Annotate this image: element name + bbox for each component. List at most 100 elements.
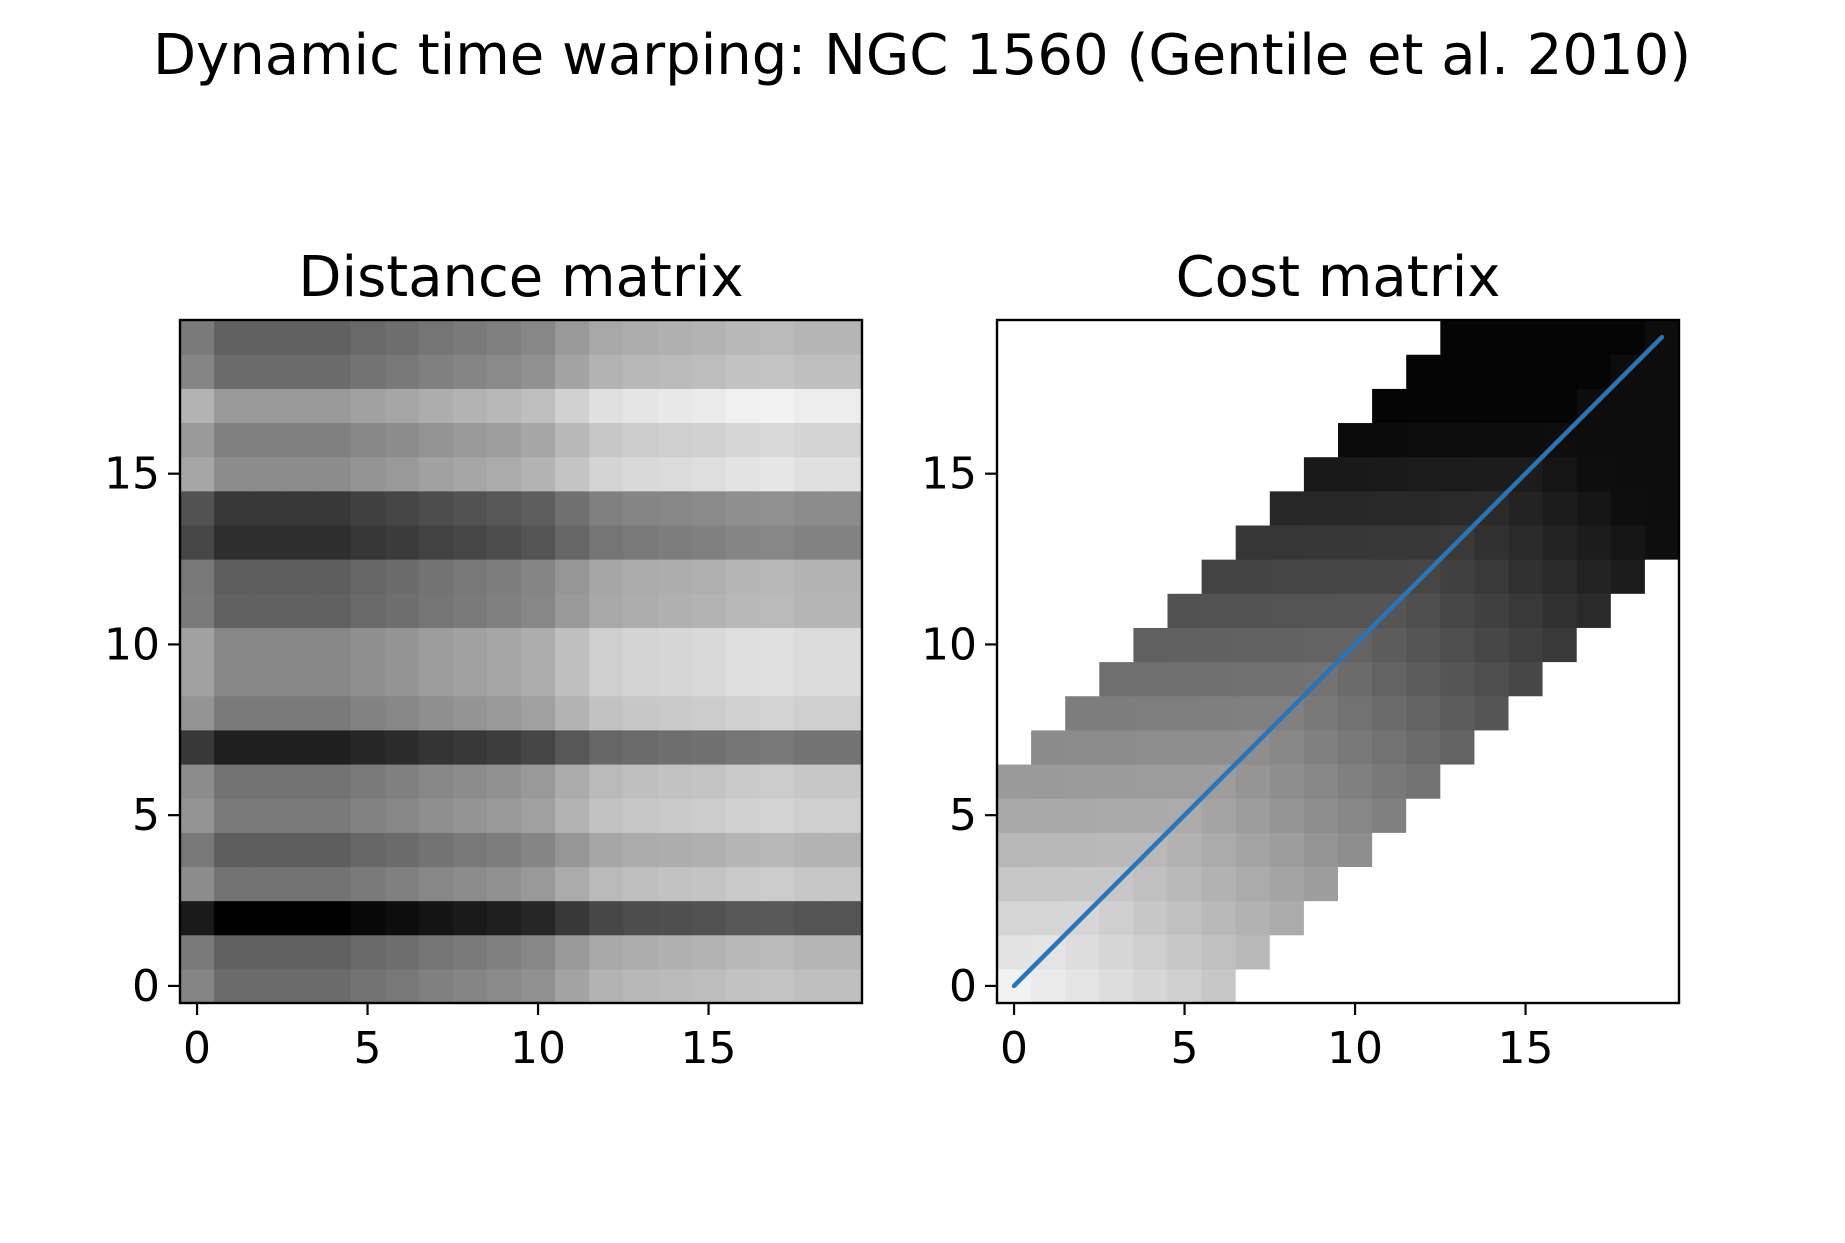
distance-cell-r3-c14: [657, 866, 693, 902]
distance-cell-r16-c15: [691, 422, 727, 458]
cost-cell-r5-c3: [1099, 798, 1134, 833]
cost-cell-r10-c11: [1372, 627, 1407, 663]
distance-cell-r19-c6: [384, 320, 420, 355]
x-tick-label: 5: [354, 1023, 382, 1074]
distance-matrix-panel: Distance matrix 0 5 10 15 0 5 10 15: [104, 245, 864, 1074]
distance-cell-r0-c15: [691, 968, 727, 1004]
distance-cell-r17-c16: [725, 388, 761, 424]
distance-cell-r14-c15: [691, 490, 727, 526]
distance-cell-r2-c15: [691, 900, 727, 936]
distance-cell-r10-c15: [691, 627, 727, 663]
distance-cell-r2-c0: [180, 900, 215, 936]
distance-cell-r15-c4: [316, 456, 352, 492]
cost-cell-r2-c8: [1269, 900, 1305, 936]
distance-cell-r17-c6: [384, 388, 420, 424]
distance-cell-r17-c5: [350, 388, 386, 424]
x-tick-label: 5: [1171, 1023, 1199, 1074]
distance-cell-r12-c4: [316, 559, 352, 594]
distance-cell-r9-c14: [657, 661, 693, 697]
cost-cell-r3-c0: [997, 866, 1032, 902]
cost-cell-r9-c8: [1269, 661, 1305, 697]
distance-cell-r0-c12: [589, 968, 624, 1004]
distance-cell-r5-c19: [827, 798, 863, 833]
distance-cell-r19-c5: [350, 320, 386, 355]
distance-cell-r11-c5: [350, 593, 386, 628]
cost-cell-r12-c16: [1542, 559, 1578, 594]
cost-cell-r7-c18: [1610, 729, 1646, 765]
distance-cell-r9-c3: [282, 661, 317, 697]
distance-cell-r12-c12: [589, 559, 624, 594]
distance-cell-r18-c17: [759, 354, 795, 389]
distance-cell-r10-c19: [827, 627, 863, 663]
cost-cell-r16-c4: [1133, 422, 1169, 458]
cost-cell-r7-c6: [1201, 729, 1237, 765]
cost-cell-r17-c19: [1644, 388, 1680, 424]
cost-cell-r9-c11: [1372, 661, 1407, 697]
distance-cell-r7-c17: [759, 729, 795, 765]
distance-cell-r5-c12: [589, 798, 624, 833]
distance-matrix-frame: [178, 318, 864, 1005]
distance-cell-r8-c14: [657, 695, 693, 731]
cost-cell-r9-c2: [1065, 661, 1100, 697]
distance-cell-r12-c7: [418, 559, 454, 594]
cost-cell-r10-c18: [1610, 627, 1646, 663]
cost-cell-r13-c6: [1201, 524, 1237, 560]
distance-cell-r19-c9: [486, 320, 522, 355]
cost-cell-r11-c6: [1201, 593, 1237, 628]
distance-cell-r4-c8: [452, 832, 488, 867]
distance-cell-r9-c6: [384, 661, 420, 697]
distance-cell-r0-c19: [827, 968, 863, 1004]
cost-cell-r13-c5: [1167, 524, 1203, 560]
cost-cell-r7-c15: [1508, 729, 1544, 765]
distance-cell-r16-c19: [827, 422, 863, 458]
cost-cell-r13-c16: [1542, 524, 1578, 560]
cost-cell-r12-c14: [1474, 559, 1510, 594]
cost-cell-r18-c3: [1099, 354, 1134, 389]
distance-cell-r12-c11: [555, 559, 590, 594]
cost-cell-r2-c15: [1508, 900, 1544, 936]
cost-cell-r3-c5: [1167, 866, 1203, 902]
distance-cell-r8-c13: [623, 695, 658, 731]
distance-cell-r13-c14: [657, 524, 693, 560]
distance-cell-r11-c3: [282, 593, 317, 628]
cost-cell-r14-c16: [1542, 490, 1578, 526]
distance-cell-r4-c14: [657, 832, 693, 867]
distance-cell-r10-c18: [793, 627, 829, 663]
cost-cell-r13-c17: [1576, 524, 1612, 560]
cost-cell-r0-c12: [1406, 968, 1441, 1004]
distance-cell-r2-c11: [555, 900, 590, 936]
distance-cell-r11-c16: [725, 593, 761, 628]
cost-cell-r1-c3: [1099, 934, 1134, 970]
cost-cell-r10-c15: [1508, 627, 1544, 663]
distance-cell-r17-c0: [180, 388, 215, 424]
distance-cell-r17-c10: [521, 388, 556, 424]
cost-cell-r5-c0: [997, 798, 1032, 833]
distance-cell-r5-c6: [384, 798, 420, 833]
distance-cell-r6-c1: [214, 763, 249, 799]
cost-cell-r18-c17: [1576, 354, 1612, 389]
distance-cell-r6-c5: [350, 763, 386, 799]
distance-cell-r19-c11: [555, 320, 590, 355]
distance-cell-r11-c0: [180, 593, 215, 628]
distance-cell-r10-c1: [214, 627, 249, 663]
distance-cell-r17-c18: [793, 388, 829, 424]
distance-cell-r8-c18: [793, 695, 829, 731]
distance-cell-r3-c12: [589, 866, 624, 902]
cost-cell-r4-c16: [1542, 832, 1578, 867]
cost-cell-r7-c14: [1474, 729, 1510, 765]
cost-cell-r14-c10: [1338, 490, 1373, 526]
distance-cell-r3-c10: [521, 866, 556, 902]
distance-cell-r13-c5: [350, 524, 386, 560]
distance-cell-r4-c19: [827, 832, 863, 867]
distance-cell-r19-c17: [759, 320, 795, 355]
cost-cell-r7-c17: [1576, 729, 1612, 765]
cost-cell-r14-c15: [1508, 490, 1544, 526]
cost-cell-r3-c9: [1303, 866, 1339, 902]
cost-cell-r2-c18: [1610, 900, 1646, 936]
distance-cell-r13-c1: [214, 524, 249, 560]
cost-cell-r19-c10: [1338, 320, 1373, 355]
distance-cell-r14-c12: [589, 490, 624, 526]
distance-cell-r9-c16: [725, 661, 761, 697]
cost-cell-r18-c15: [1508, 354, 1544, 389]
